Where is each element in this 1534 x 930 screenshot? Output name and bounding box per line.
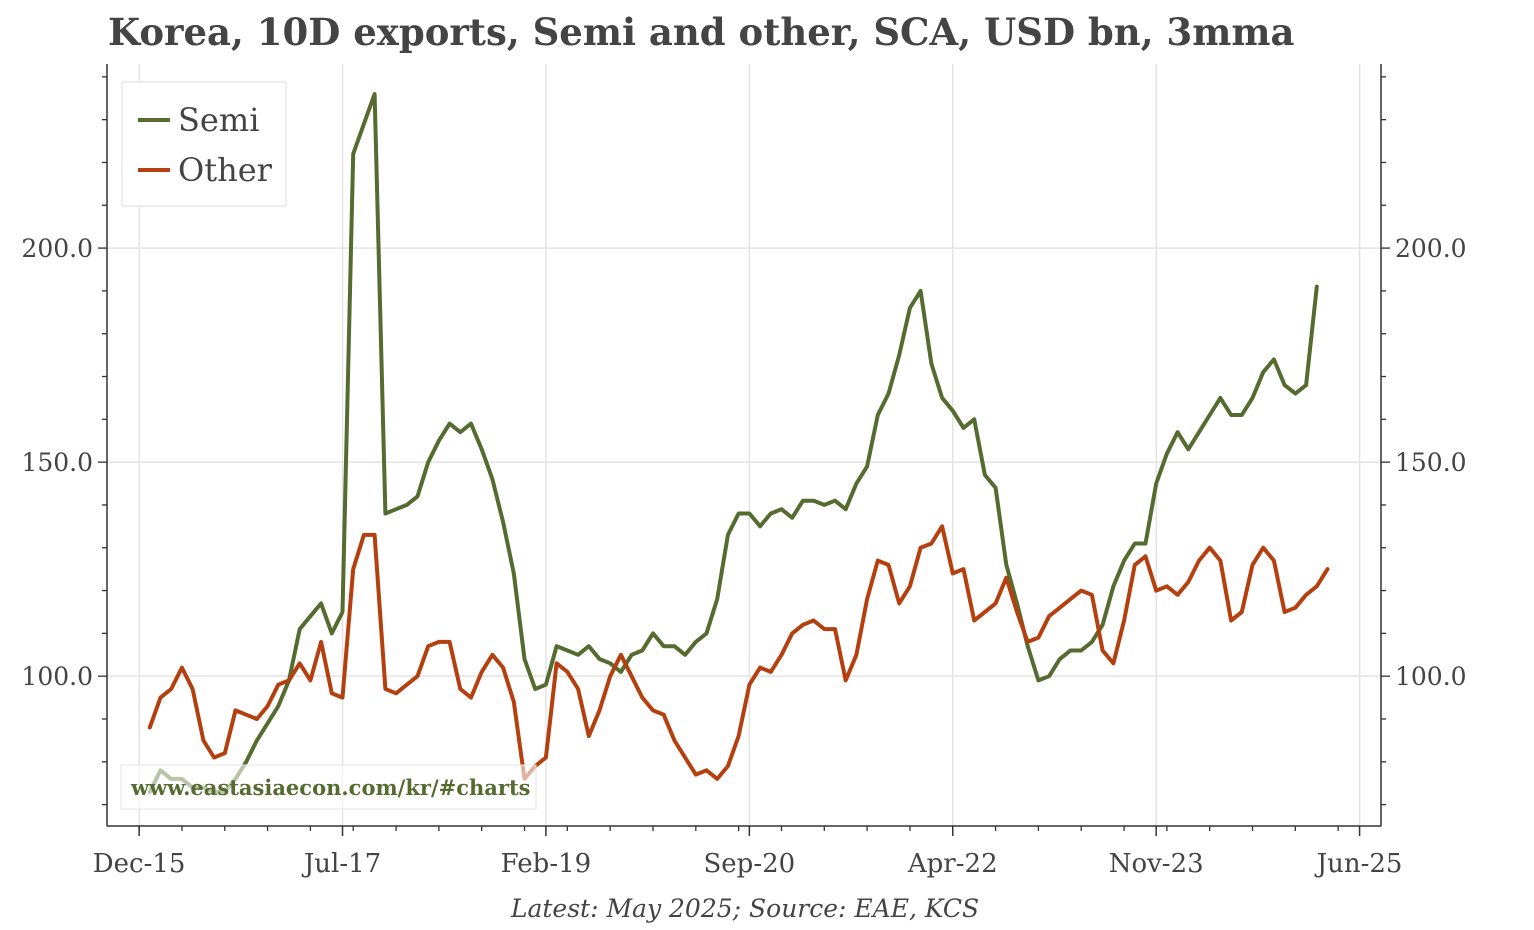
x-tick-label: Apr-22: [907, 849, 998, 879]
x-tick-label: Jun-25: [1314, 849, 1403, 879]
y-tick-label-left: 200.0: [21, 234, 93, 263]
grid-layer: [107, 64, 1381, 826]
series-line-other: [147, 524, 1330, 781]
x-tick-label: Feb-19: [501, 849, 592, 879]
legend-box: [121, 81, 287, 207]
y-tick-label-right: 200.0: [1395, 234, 1467, 263]
legend-label-semi: Semi: [178, 101, 259, 139]
x-tick-label: Jul-17: [301, 849, 381, 879]
axes-layer: 100.0 100.0 150.0 150.0 200.0 200.0 Dec-15 Jul-…: [21, 64, 1467, 879]
source-note: Latest: May 2025; Source: EAE, KCS: [510, 894, 980, 923]
y-tick-label-right: 100.0: [1395, 662, 1467, 691]
watermark-box: [120, 764, 537, 810]
y-tick-label-left: 150.0: [21, 448, 93, 477]
x-tick-label: Sep-20: [703, 849, 795, 879]
chart-title: Korea, 10D exports, Semi and other, SCA,…: [108, 10, 1295, 54]
y-tick-label-left: 100.0: [21, 662, 93, 691]
legend-label-other: Other: [178, 151, 273, 189]
series-layer: [147, 92, 1330, 794]
overlay-layer: www.eastasiaecon.com/kr/#charts Semi Other: [120, 81, 537, 810]
y-tick-label-right: 150.0: [1395, 448, 1467, 477]
x-tick-label: Nov-23: [1109, 849, 1204, 879]
x-tick-label: Dec-15: [93, 849, 186, 879]
watermark-text: www.eastasiaecon.com/kr/#charts: [130, 775, 530, 800]
series-line-semi: [147, 92, 1319, 794]
